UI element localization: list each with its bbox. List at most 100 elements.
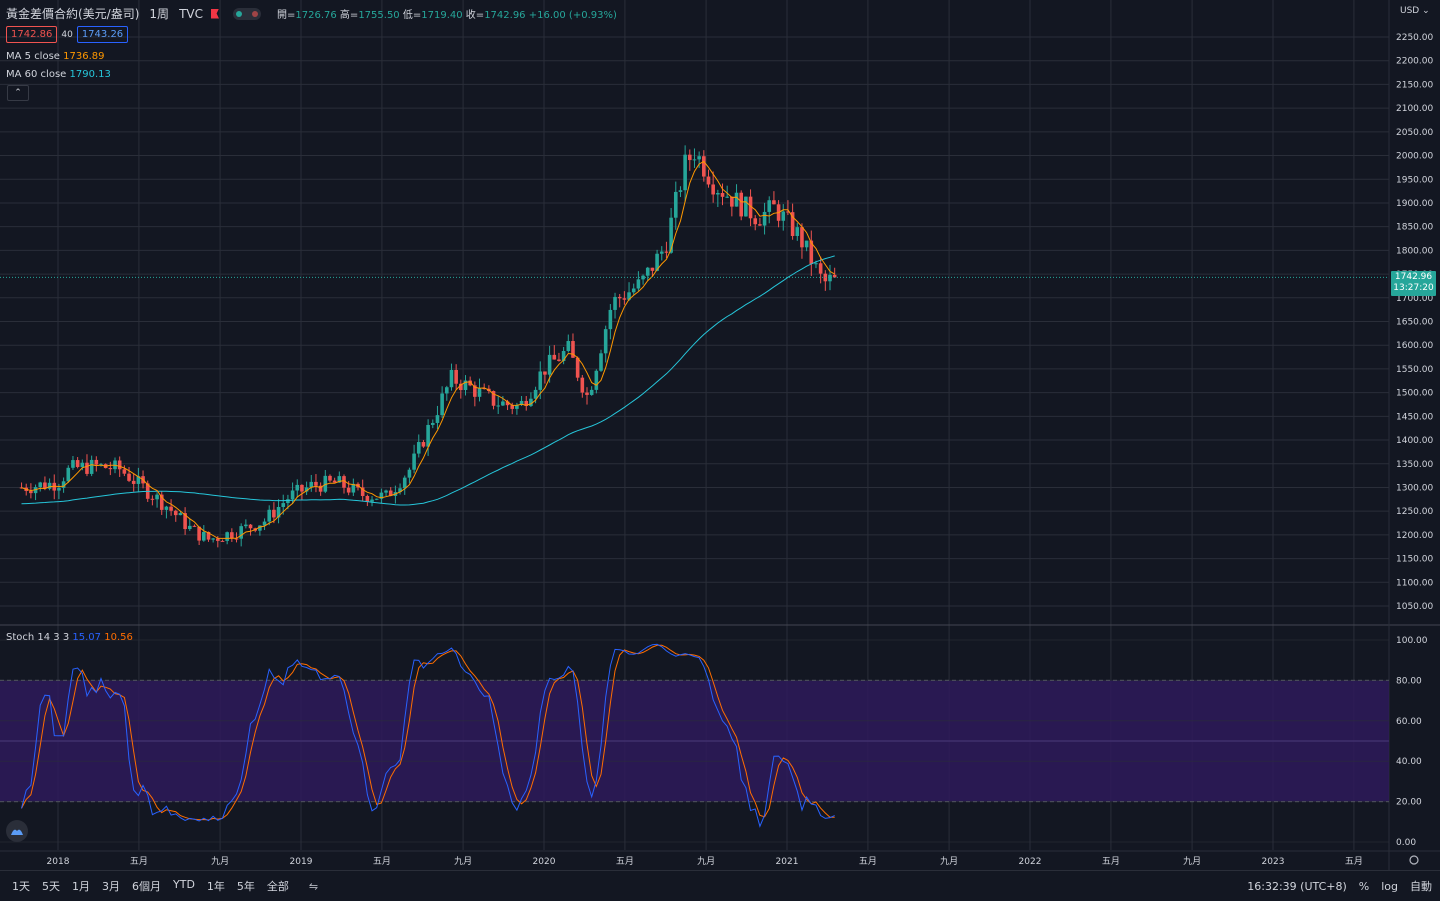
log-toggle[interactable]: log: [1381, 879, 1398, 893]
candle-body: [730, 196, 734, 207]
range-button[interactable]: 3月: [102, 880, 120, 893]
tradingview-logo-icon[interactable]: [6, 820, 28, 842]
timeframe-label[interactable]: 1周: [149, 7, 170, 21]
candle-body: [673, 191, 678, 218]
currency-label[interactable]: USD ⌄: [1400, 6, 1430, 16]
clock-readout[interactable]: 16:32:39 (UTC+8): [1247, 879, 1347, 893]
time-tick-label: 2023: [1262, 857, 1285, 867]
symbol-title[interactable]: 黃金差價合約(美元/盎司): [6, 7, 140, 21]
range-button[interactable]: 1月: [72, 880, 90, 893]
candle-body: [561, 351, 566, 361]
candle-body: [155, 494, 159, 500]
candle-body: [636, 279, 641, 289]
candle-body: [594, 370, 599, 390]
price-tick-label: 1050.00: [1396, 602, 1433, 612]
sell-price-button[interactable]: 1742.86: [6, 26, 58, 43]
price-tick-label: 1150.00: [1396, 555, 1433, 565]
candle-body: [449, 369, 454, 388]
price-tick-label: 2150.00: [1396, 80, 1433, 90]
candle-body: [482, 388, 486, 390]
collapse-legend-button[interactable]: ⌃: [7, 85, 29, 101]
market-status-toggle[interactable]: [232, 7, 261, 20]
candle-body: [75, 460, 80, 467]
candle-body: [697, 156, 701, 160]
candle-body: [445, 387, 449, 394]
candle-body: [309, 481, 314, 488]
time-tick-label: 五月: [616, 856, 634, 867]
candle-body: [702, 156, 706, 177]
candle-body: [202, 531, 206, 541]
candle-body: [575, 357, 580, 378]
stoch-legend[interactable]: Stoch 14 3 3 15.07 10.56: [6, 632, 133, 643]
candle-body: [473, 385, 477, 397]
stoch-tick-label: 20.00: [1396, 798, 1422, 808]
compare-range-icon[interactable]: ⇋: [308, 879, 319, 893]
candle-body: [407, 469, 412, 478]
candle-body: [225, 532, 229, 541]
range-button[interactable]: 6個月: [132, 880, 161, 893]
range-button[interactable]: 5天: [42, 880, 60, 893]
candle-body: [744, 196, 748, 217]
stoch-k-line: [21, 643, 835, 828]
range-button[interactable]: 5年: [236, 880, 255, 893]
candle-body: [379, 492, 384, 499]
candle-body: [627, 292, 631, 300]
candle-body: [552, 354, 557, 360]
ma60-line: [21, 255, 835, 506]
candle-body: [608, 309, 613, 330]
auto-scale-toggle[interactable]: 自動: [1410, 880, 1432, 893]
candle-body: [767, 200, 772, 212]
ohlc-readout: 開=1726.76 高=1755.50 低=1719.40 收=1742.96 …: [276, 10, 617, 21]
stoch-tick-label: 60.00: [1396, 717, 1422, 727]
price-tick-label: 1700.00: [1396, 294, 1433, 304]
candle-body: [683, 154, 687, 191]
percent-toggle[interactable]: %: [1358, 879, 1370, 893]
candle-body: [515, 405, 519, 409]
time-tick-label: 五月: [1345, 856, 1363, 867]
candle-body: [547, 354, 552, 375]
buy-price-button[interactable]: 1743.26: [76, 26, 129, 43]
range-button[interactable]: 全部: [266, 880, 289, 893]
candle-body: [318, 485, 323, 492]
candle-body: [589, 389, 594, 395]
candle-body: [790, 212, 795, 236]
candle-body: [332, 480, 337, 483]
quote-boxes: 1742.86 40 1743.26: [6, 26, 129, 43]
candle-body: [85, 462, 89, 474]
exchange-label: TVC: [179, 6, 203, 21]
candle-body: [216, 538, 220, 541]
time-tick-label: 九月: [454, 856, 472, 867]
candle-body: [374, 498, 379, 500]
candle-body: [183, 513, 187, 530]
candle-body: [645, 267, 650, 276]
range-button[interactable]: YTD: [173, 878, 195, 891]
chart-canvas[interactable]: 2250.00 2200.00 2150.00 2100.00 2050.00 2000.…: [0, 0, 1440, 870]
price-tick-label: 1800.00: [1396, 246, 1433, 256]
range-button[interactable]: 1年: [206, 880, 225, 893]
ma60-legend[interactable]: MA 60 close 1790.13: [6, 69, 111, 80]
candle-body: [47, 482, 52, 489]
candle-body: [314, 481, 318, 486]
candle-body: [772, 200, 776, 205]
candle-body: [328, 475, 332, 481]
flag-icon[interactable]: [210, 8, 219, 19]
range-button[interactable]: 1天: [12, 880, 30, 893]
candle-body: [533, 389, 538, 399]
candle-body: [370, 499, 374, 502]
candle-body: [248, 524, 253, 529]
stoch-tick-label: 40.00: [1396, 757, 1422, 767]
candle-body: [421, 442, 426, 447]
candle-body: [818, 263, 823, 274]
candle-body: [491, 391, 496, 406]
ma5-legend[interactable]: MA 5 close 1736.89: [6, 51, 105, 62]
candle-body: [524, 400, 529, 406]
candle-body: [655, 253, 659, 271]
candle-body: [426, 424, 430, 447]
price-tick-label: 2100.00: [1396, 104, 1433, 114]
candle-body: [127, 473, 131, 481]
time-tick-label: 2021: [776, 857, 799, 867]
price-tick-label: 1950.00: [1396, 175, 1433, 185]
price-tick-label: 2000.00: [1396, 152, 1433, 162]
settings-gear-icon[interactable]: [1409, 855, 1419, 865]
candle-body: [734, 192, 739, 207]
